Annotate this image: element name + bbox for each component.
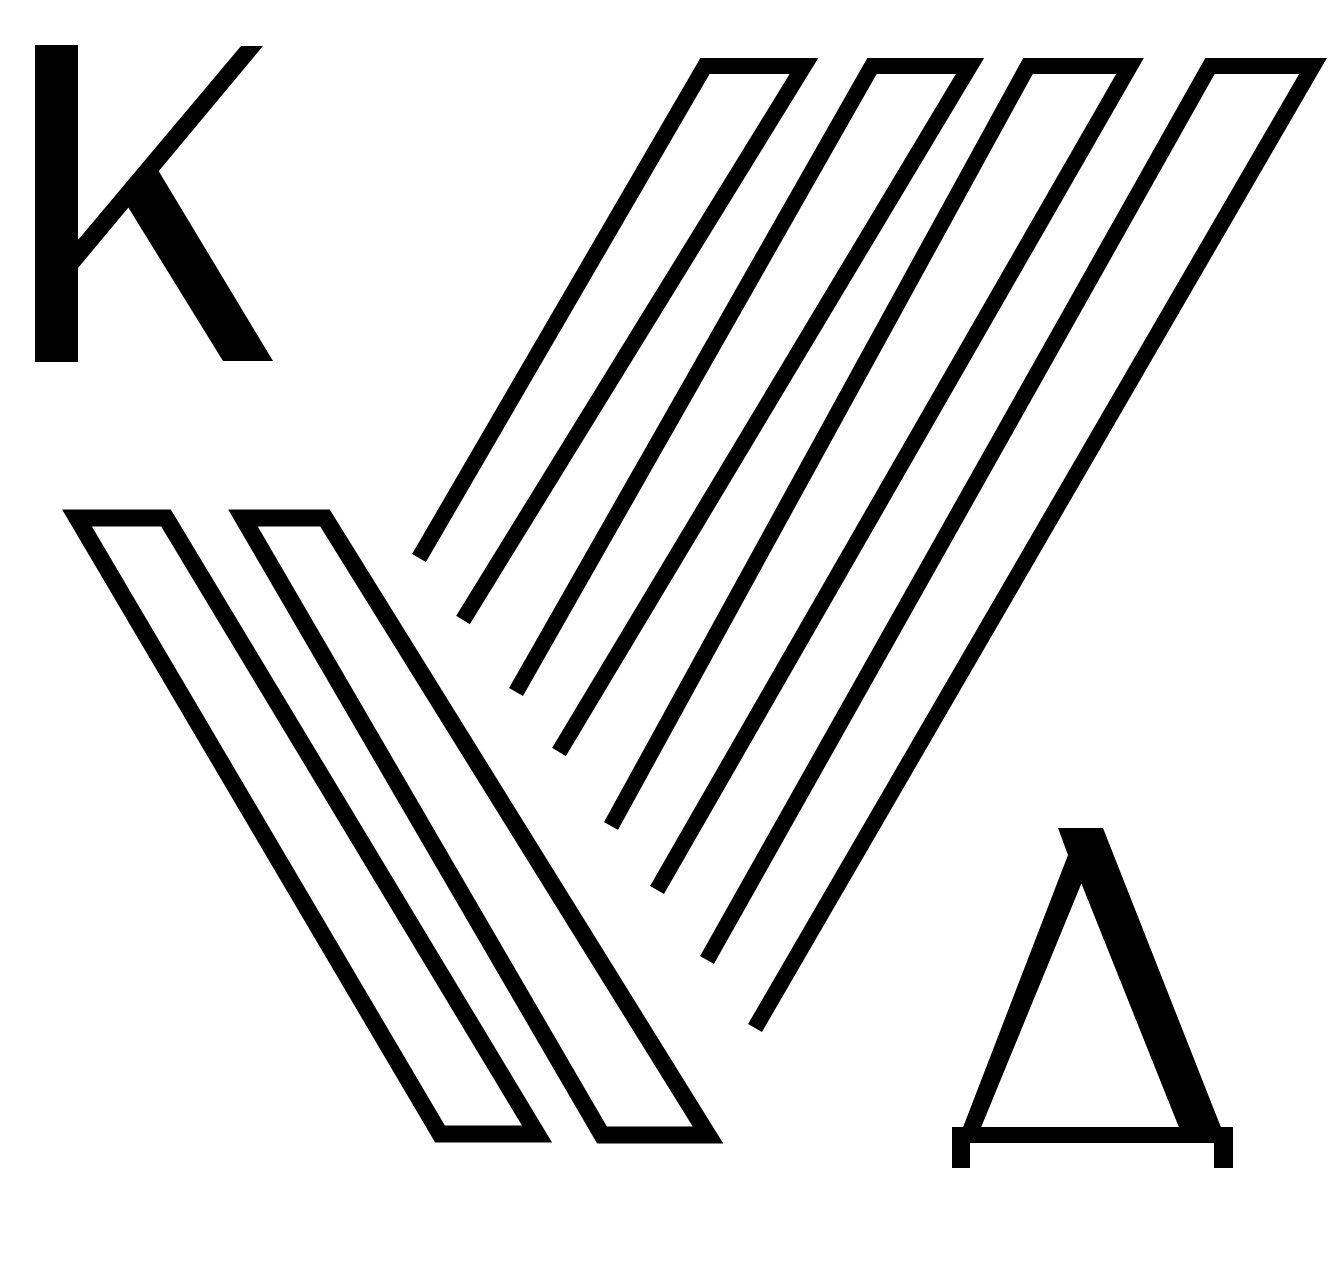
letter-de-left-stroke bbox=[962, 855, 1082, 1130]
open-stripe-4 bbox=[700, 58, 1327, 1033]
letter-k-stem bbox=[35, 45, 78, 362]
letter-k-arm bbox=[78, 46, 263, 268]
hatch-closed-stripes bbox=[62, 509, 724, 1144]
letter-de-right-serif bbox=[1214, 1127, 1233, 1168]
open-stripe-2 bbox=[509, 58, 985, 757]
closed-stripe-2 bbox=[228, 509, 724, 1144]
hatch-open-stripes bbox=[412, 58, 1327, 1033]
open-stripe-1 bbox=[412, 58, 819, 625]
letter-de-right-stroke bbox=[1058, 828, 1222, 1130]
letter-de-left-serif bbox=[952, 1127, 970, 1168]
open-stripe-3 bbox=[603, 58, 1144, 894]
letter-de-base bbox=[952, 1127, 1233, 1143]
closed-stripe-1 bbox=[62, 509, 553, 1143]
letter-de bbox=[952, 828, 1233, 1168]
letter-k-leg bbox=[128, 170, 273, 361]
letter-k bbox=[35, 45, 273, 362]
